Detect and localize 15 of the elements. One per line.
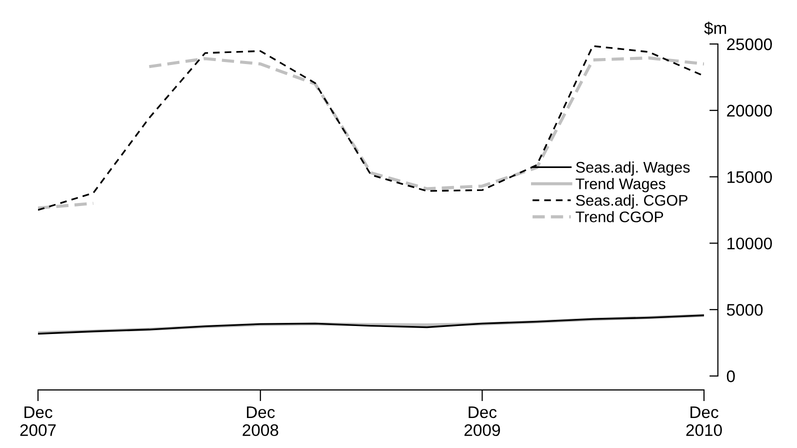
legend-label: Seas.adj. CGOP — [576, 194, 688, 209]
y-tick-label: 10000 — [727, 238, 772, 250]
x-tick-label: Dec 2010 — [686, 406, 722, 436]
x-tick-label: Dec 2008 — [242, 406, 278, 436]
y-axis-title: $m — [704, 22, 726, 36]
y-tick-label: 5000 — [726, 304, 763, 316]
legend-label: Trend Wages — [576, 178, 666, 192]
legend-label: Trend CGOP — [576, 211, 664, 222]
y-tick-label: 15000 — [727, 171, 772, 184]
y-tick-label: 20000 — [727, 104, 772, 117]
legend-label: Seas.adj. Wages — [576, 161, 690, 176]
x-tick-label: Dec 2009 — [464, 406, 500, 436]
y-tick-label: 25000 — [727, 38, 772, 50]
x-tick-label: Dec 2007 — [20, 406, 56, 436]
y-tick-label: 0 — [726, 370, 735, 382]
